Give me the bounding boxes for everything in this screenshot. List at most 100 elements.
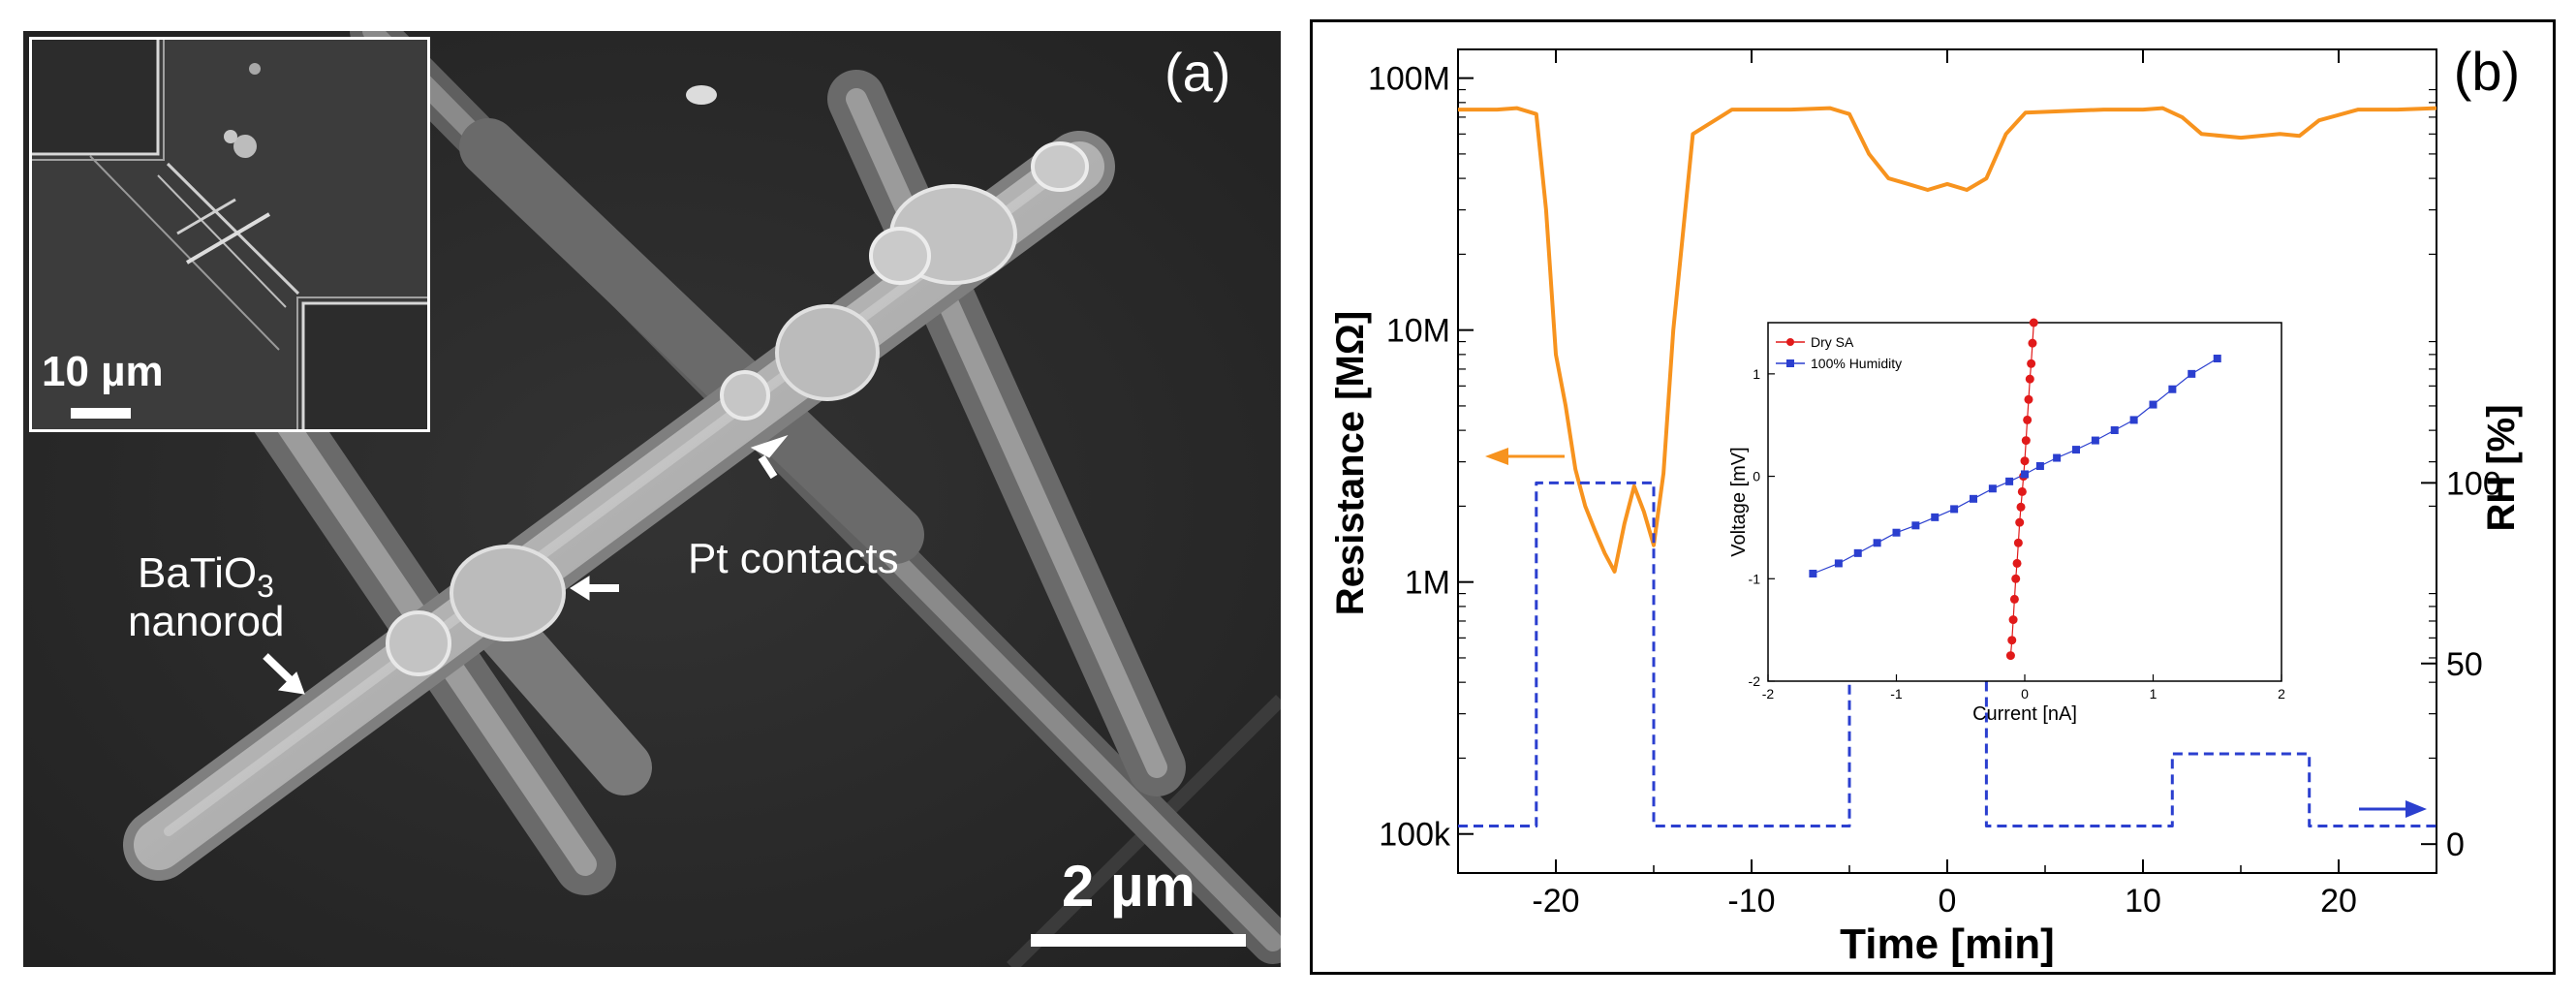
- inset-series: [1809, 318, 2221, 661]
- annotation-arrows: [263, 434, 789, 695]
- inset-axis-ticks: [1767, 373, 2282, 682]
- dry-data-point: [2013, 538, 2023, 547]
- dry-data-point: [2028, 338, 2037, 348]
- chart-panel: -20 -10 0 10 20 100k 1M 10M 100M 0 50 100 Time [min…: [1310, 19, 2556, 975]
- humid-data-point: [2072, 446, 2080, 454]
- inset-x-tick-label: 0: [2021, 686, 2029, 702]
- humid-data-point: [2091, 436, 2099, 445]
- x-axis-title: Time [min]: [1840, 920, 2055, 968]
- dry-data-point: [2020, 456, 2030, 466]
- sem-image: [23, 31, 1281, 967]
- humid-data-point: [1911, 521, 1920, 530]
- right-axis-arrow: [2359, 800, 2427, 818]
- dry-data-point: [2011, 574, 2021, 583]
- humid-data-point: [1853, 548, 1862, 557]
- dry-data-point: [2025, 374, 2034, 384]
- humid-data-point: [1931, 513, 1940, 521]
- dry-data-point: [2017, 486, 2027, 496]
- humid-data-point: [2129, 416, 2138, 424]
- y-left-tick-label: 10M: [1386, 313, 1450, 350]
- humid-data-point: [1950, 505, 1959, 514]
- nanorod-formula-subscript: 3: [257, 568, 274, 604]
- humid-data-point: [2149, 400, 2157, 409]
- inset-micrograph: 10 µm: [29, 37, 430, 432]
- inset-y-tick-label: 1: [1753, 366, 1760, 382]
- inset-y-tick-label: 0: [1753, 469, 1760, 484]
- inset-y-axis-title: Voltage [mV]: [1728, 447, 1750, 556]
- legend-marker-dry: [1786, 338, 1794, 346]
- dry-data-point: [2023, 415, 2033, 424]
- inset-plot-frame: [1767, 322, 2282, 682]
- y-left-tick-label: 100k: [1379, 817, 1451, 854]
- contact-blobs: [386, 85, 1089, 676]
- dry-data-point: [2005, 651, 2015, 661]
- humid-data-point: [1834, 559, 1843, 568]
- inset-x-tick-label: 2: [2278, 686, 2285, 702]
- sem-micrograph-panel: 10 µm (a) BaTiO3 nanorod Pt contacts 2 µ…: [23, 31, 1281, 967]
- inset-y-tick-label: -1: [1749, 571, 1761, 586]
- humid-data-point: [2035, 462, 2044, 470]
- dry-data-point: [2015, 517, 2025, 527]
- inset-legend: Dry SA 100% Humidity: [1776, 334, 1902, 371]
- humid-series-line: [1813, 358, 2219, 575]
- legend-marker-humid: [1786, 359, 1794, 367]
- dry-data-point: [2009, 594, 2019, 604]
- y-right-tick-label: 100: [2446, 465, 2501, 502]
- x-tick-label: 0: [1939, 883, 1957, 920]
- y-axis-title-right: RH [%]: [2480, 404, 2523, 531]
- humid-data-point: [1988, 484, 1997, 493]
- panel-a-label: (a): [1164, 42, 1231, 103]
- humid-data-point: [2053, 453, 2062, 462]
- y-right-tick-label: 0: [2446, 826, 2465, 863]
- humid-data-point: [2110, 426, 2119, 434]
- y-axis-title-left: Resistance [MΩ]: [1329, 311, 1372, 615]
- y-left-tick-label: 1M: [1405, 565, 1450, 602]
- iv-inset-chart: -2 -1 0 1 2 -2 -1 0 1 Dry SA 100% Humidity Curre…: [1728, 318, 2286, 725]
- x-tick-label: -10: [1727, 883, 1775, 920]
- dry-data-point: [2012, 558, 2022, 568]
- dry-data-point: [2024, 394, 2033, 404]
- left-axis-arrow: [1485, 448, 1565, 465]
- dry-data-point: [2027, 359, 2036, 368]
- nanorod-formula: BaTiO: [138, 549, 258, 597]
- resistance-series-line: [1458, 106, 2437, 574]
- inset-x-tick-label: -2: [1762, 686, 1775, 702]
- x-tick-label: -20: [1532, 883, 1579, 920]
- humid-data-point: [2005, 477, 2014, 485]
- humid-data-point: [2021, 470, 2029, 479]
- y-left-tick-label: 100M: [1368, 61, 1450, 98]
- inset-x-tick-label: -1: [1890, 686, 1903, 702]
- humid-data-point: [2168, 385, 2177, 393]
- y-right-tick-label: 50: [2446, 646, 2483, 683]
- humid-data-point: [1873, 539, 1881, 547]
- inset-y-tick-label: -2: [1749, 673, 1761, 689]
- dry-data-point: [2007, 636, 2017, 645]
- humid-data-point: [1892, 528, 1901, 537]
- x-tick-label: 10: [2125, 883, 2161, 920]
- humid-data-point: [1970, 494, 1977, 503]
- inset-image: [32, 40, 427, 429]
- inset-scale-bar-label: 10 µm: [42, 348, 164, 395]
- humid-data-point: [2213, 355, 2221, 362]
- dry-data-point: [2029, 318, 2038, 327]
- dry-data-point: [2016, 502, 2026, 512]
- pt-contacts-label: Pt contacts: [688, 535, 899, 582]
- inset-axis-tick-labels: -2 -1 0 1 2 -2 -1 0 1: [1749, 366, 2286, 702]
- inset-x-tick-label: 1: [2150, 686, 2157, 702]
- panel-b-label: (b): [2454, 41, 2520, 102]
- legend-label-humid: 100% Humidity: [1811, 356, 1902, 371]
- main-axis-ticks: [1457, 49, 2437, 873]
- scale-bar-label: 2 µm: [1062, 854, 1195, 919]
- inset-scale-bar: [71, 408, 131, 419]
- inset-x-axis-title: Current [nA]: [1972, 703, 2077, 725]
- nanorod-label-line2: nanorod: [128, 598, 285, 645]
- dry-data-point: [2008, 615, 2018, 625]
- scale-bar: [1031, 934, 1246, 947]
- dry-data-point: [2021, 436, 2031, 446]
- legend-label-dry: Dry SA: [1811, 334, 1854, 350]
- humid-data-point: [1809, 570, 1817, 577]
- nanorod-label-line1: BaTiO3: [138, 549, 274, 605]
- humid-data-point: [2188, 369, 2196, 378]
